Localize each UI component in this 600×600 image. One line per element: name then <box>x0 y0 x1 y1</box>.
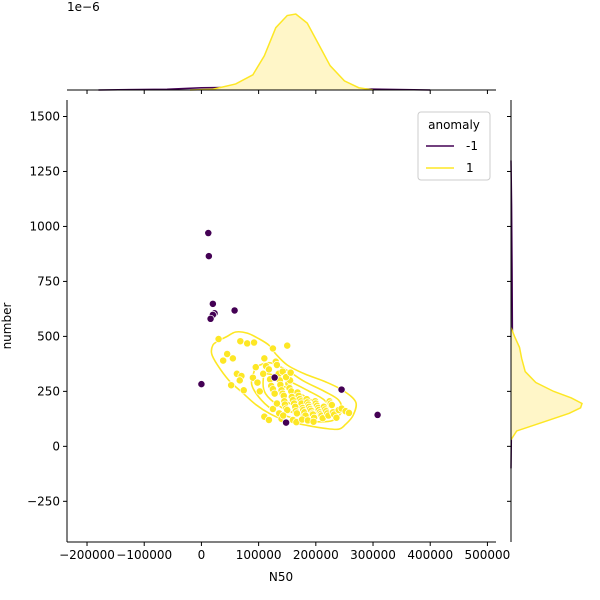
scatter-point-normal <box>219 356 228 365</box>
y-tick-label: 500 <box>37 329 60 343</box>
scatter-point-normal <box>228 354 237 363</box>
y-tick-label: −250 <box>27 494 60 508</box>
scatter-point-normal <box>268 405 277 413</box>
y-tick-label: 0 <box>52 439 60 453</box>
scatter-point-normal <box>255 387 264 396</box>
scatter-point-normal <box>279 411 288 420</box>
scatter-point-normal <box>248 373 257 382</box>
scatter-point-normal <box>345 408 353 417</box>
scatter-point-normal <box>309 417 318 426</box>
scatter-point-anomaly <box>208 299 217 308</box>
scatter-point-normal <box>259 369 268 378</box>
x-tick-label: −100000 <box>116 548 172 562</box>
scatter-point-anomaly <box>230 306 239 315</box>
scatter-point-normal <box>264 416 273 424</box>
x-tick-label: 500000 <box>465 548 511 562</box>
scatter-point-normal <box>223 350 232 358</box>
scatter-point-normal <box>283 341 292 350</box>
scatter-point-normal <box>272 399 281 408</box>
x-tick-label: 300000 <box>350 548 396 562</box>
right-marginal-line-1 <box>510 327 583 441</box>
scatter-point-normal <box>235 376 244 385</box>
top-marginal-density-plot <box>67 13 496 94</box>
main-scatter-plot: −200000 −100000 0 100000 200000 300000 400000 5… <box>27 100 510 562</box>
x-tick-label: 400000 <box>407 548 453 562</box>
x-axis-label: N50 <box>269 570 293 584</box>
scatter-point-anomaly <box>204 252 213 261</box>
scatter-point-anomaly <box>337 385 346 394</box>
scatter-point-normal <box>332 413 341 422</box>
scatter-point-normal <box>251 363 260 372</box>
scatter-point-normal <box>239 386 248 395</box>
x-tick-label: 200000 <box>293 548 339 562</box>
scatter-point-normal <box>268 344 277 353</box>
legend-title: anomaly <box>428 118 480 132</box>
right-marginal-density-plot <box>507 100 583 542</box>
y-tick-label: 1000 <box>29 219 60 233</box>
scatter-point-normal <box>250 338 258 347</box>
scatter-point-normal <box>292 409 301 418</box>
legend-label-1: -1 <box>466 139 478 153</box>
scatter-point-anomaly <box>270 373 279 382</box>
top-marginal-line-1 <box>189 13 374 91</box>
top-marginal-fill-1 <box>189 14 374 90</box>
scatter-point-normal <box>227 381 236 390</box>
scatter-point-normal <box>327 401 336 409</box>
scatter-point-normal <box>253 378 262 387</box>
x-tick-label: 100000 <box>236 548 282 562</box>
y-tick-label: 1250 <box>29 164 60 178</box>
scatter-point-normal <box>286 368 295 377</box>
scatter-point-normal <box>270 389 279 398</box>
scatter-point-normal <box>283 406 292 415</box>
y-tick-label: 250 <box>37 384 60 398</box>
y-tick-label: 1500 <box>29 109 60 123</box>
x-tick-label: −200000 <box>59 548 115 562</box>
top-marginal-scale-label: 1e−6 <box>67 0 100 14</box>
legend: anomaly -1 1 <box>417 111 491 181</box>
scatter-point-normal <box>264 365 273 374</box>
x-tick-label: 0 <box>198 548 206 562</box>
scatter-point-anomaly <box>206 314 215 323</box>
scatter-point-anomaly <box>373 410 382 419</box>
scatter-point-normal <box>236 337 245 346</box>
scatter-point-normal <box>214 335 223 343</box>
right-marginal-fill-1 <box>511 327 582 440</box>
scatter-point-normal <box>243 339 252 348</box>
scatter-point-anomaly <box>282 418 291 427</box>
scatter-point-normal <box>272 361 281 369</box>
legend-label-2: 1 <box>466 161 474 175</box>
scatter-point-anomaly <box>197 380 206 389</box>
scatter-point-anomaly <box>204 229 213 237</box>
y-tick-label: 750 <box>37 274 60 288</box>
scatter-point-normal <box>260 354 269 363</box>
y-axis-label: number <box>0 303 14 350</box>
